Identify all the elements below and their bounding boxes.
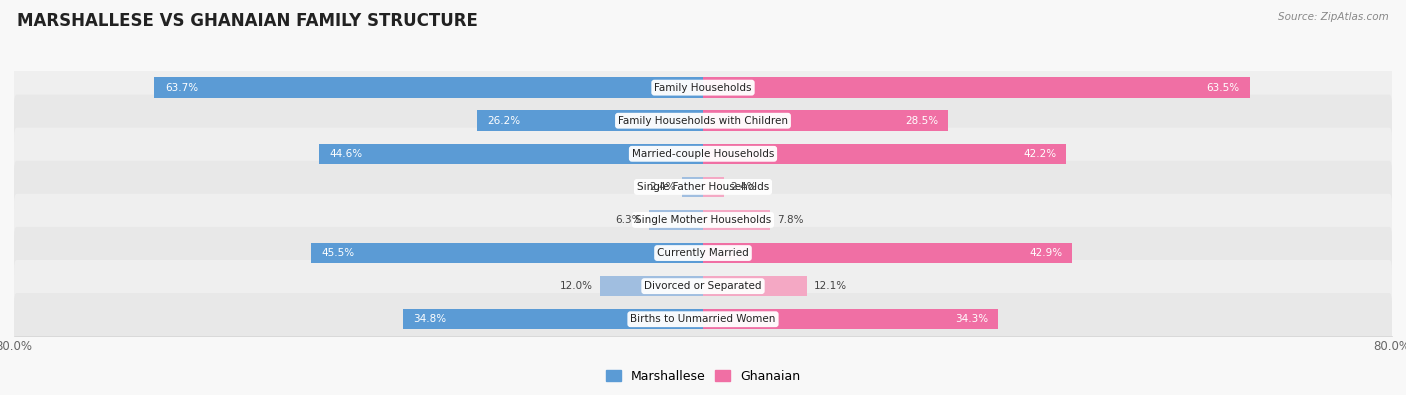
FancyBboxPatch shape — [14, 293, 1392, 345]
Text: 12.0%: 12.0% — [560, 281, 593, 291]
Bar — [599, 276, 703, 296]
Text: 45.5%: 45.5% — [322, 248, 354, 258]
FancyBboxPatch shape — [14, 62, 1392, 114]
FancyBboxPatch shape — [14, 260, 1392, 312]
Bar — [404, 309, 703, 329]
Text: 34.3%: 34.3% — [955, 314, 988, 324]
Text: Births to Unmarried Women: Births to Unmarried Women — [630, 314, 776, 324]
Bar — [703, 210, 770, 230]
Text: Single Father Households: Single Father Households — [637, 182, 769, 192]
Text: 2.4%: 2.4% — [650, 182, 675, 192]
Text: 63.7%: 63.7% — [165, 83, 198, 93]
FancyBboxPatch shape — [14, 227, 1392, 279]
Text: Divorced or Separated: Divorced or Separated — [644, 281, 762, 291]
Bar — [682, 177, 703, 197]
Bar — [703, 243, 1073, 263]
Text: Currently Married: Currently Married — [657, 248, 749, 258]
Bar — [703, 177, 724, 197]
Text: 63.5%: 63.5% — [1206, 83, 1240, 93]
Bar — [703, 276, 807, 296]
FancyBboxPatch shape — [14, 94, 1392, 147]
Text: 2.4%: 2.4% — [731, 182, 756, 192]
Text: 6.3%: 6.3% — [616, 215, 643, 225]
FancyBboxPatch shape — [14, 128, 1392, 180]
Text: Family Households: Family Households — [654, 83, 752, 93]
Bar — [311, 243, 703, 263]
Text: 42.2%: 42.2% — [1024, 149, 1056, 159]
Bar — [648, 210, 703, 230]
Text: 42.9%: 42.9% — [1029, 248, 1062, 258]
Text: 12.1%: 12.1% — [814, 281, 848, 291]
Bar — [478, 111, 703, 131]
Bar — [703, 309, 998, 329]
Text: Family Households with Children: Family Households with Children — [619, 116, 787, 126]
Text: 44.6%: 44.6% — [329, 149, 363, 159]
Text: 34.8%: 34.8% — [413, 314, 447, 324]
Bar — [155, 77, 703, 98]
Text: Single Mother Households: Single Mother Households — [636, 215, 770, 225]
Text: Source: ZipAtlas.com: Source: ZipAtlas.com — [1278, 12, 1389, 22]
Text: 26.2%: 26.2% — [488, 116, 520, 126]
Bar — [703, 111, 949, 131]
FancyBboxPatch shape — [14, 161, 1392, 213]
Bar — [703, 77, 1250, 98]
Legend: Marshallese, Ghanaian: Marshallese, Ghanaian — [600, 365, 806, 388]
Text: MARSHALLESE VS GHANAIAN FAMILY STRUCTURE: MARSHALLESE VS GHANAIAN FAMILY STRUCTURE — [17, 12, 478, 30]
Bar — [319, 143, 703, 164]
Text: Married-couple Households: Married-couple Households — [631, 149, 775, 159]
Text: 28.5%: 28.5% — [905, 116, 938, 126]
Text: 7.8%: 7.8% — [778, 215, 804, 225]
FancyBboxPatch shape — [14, 194, 1392, 246]
Bar — [703, 143, 1066, 164]
